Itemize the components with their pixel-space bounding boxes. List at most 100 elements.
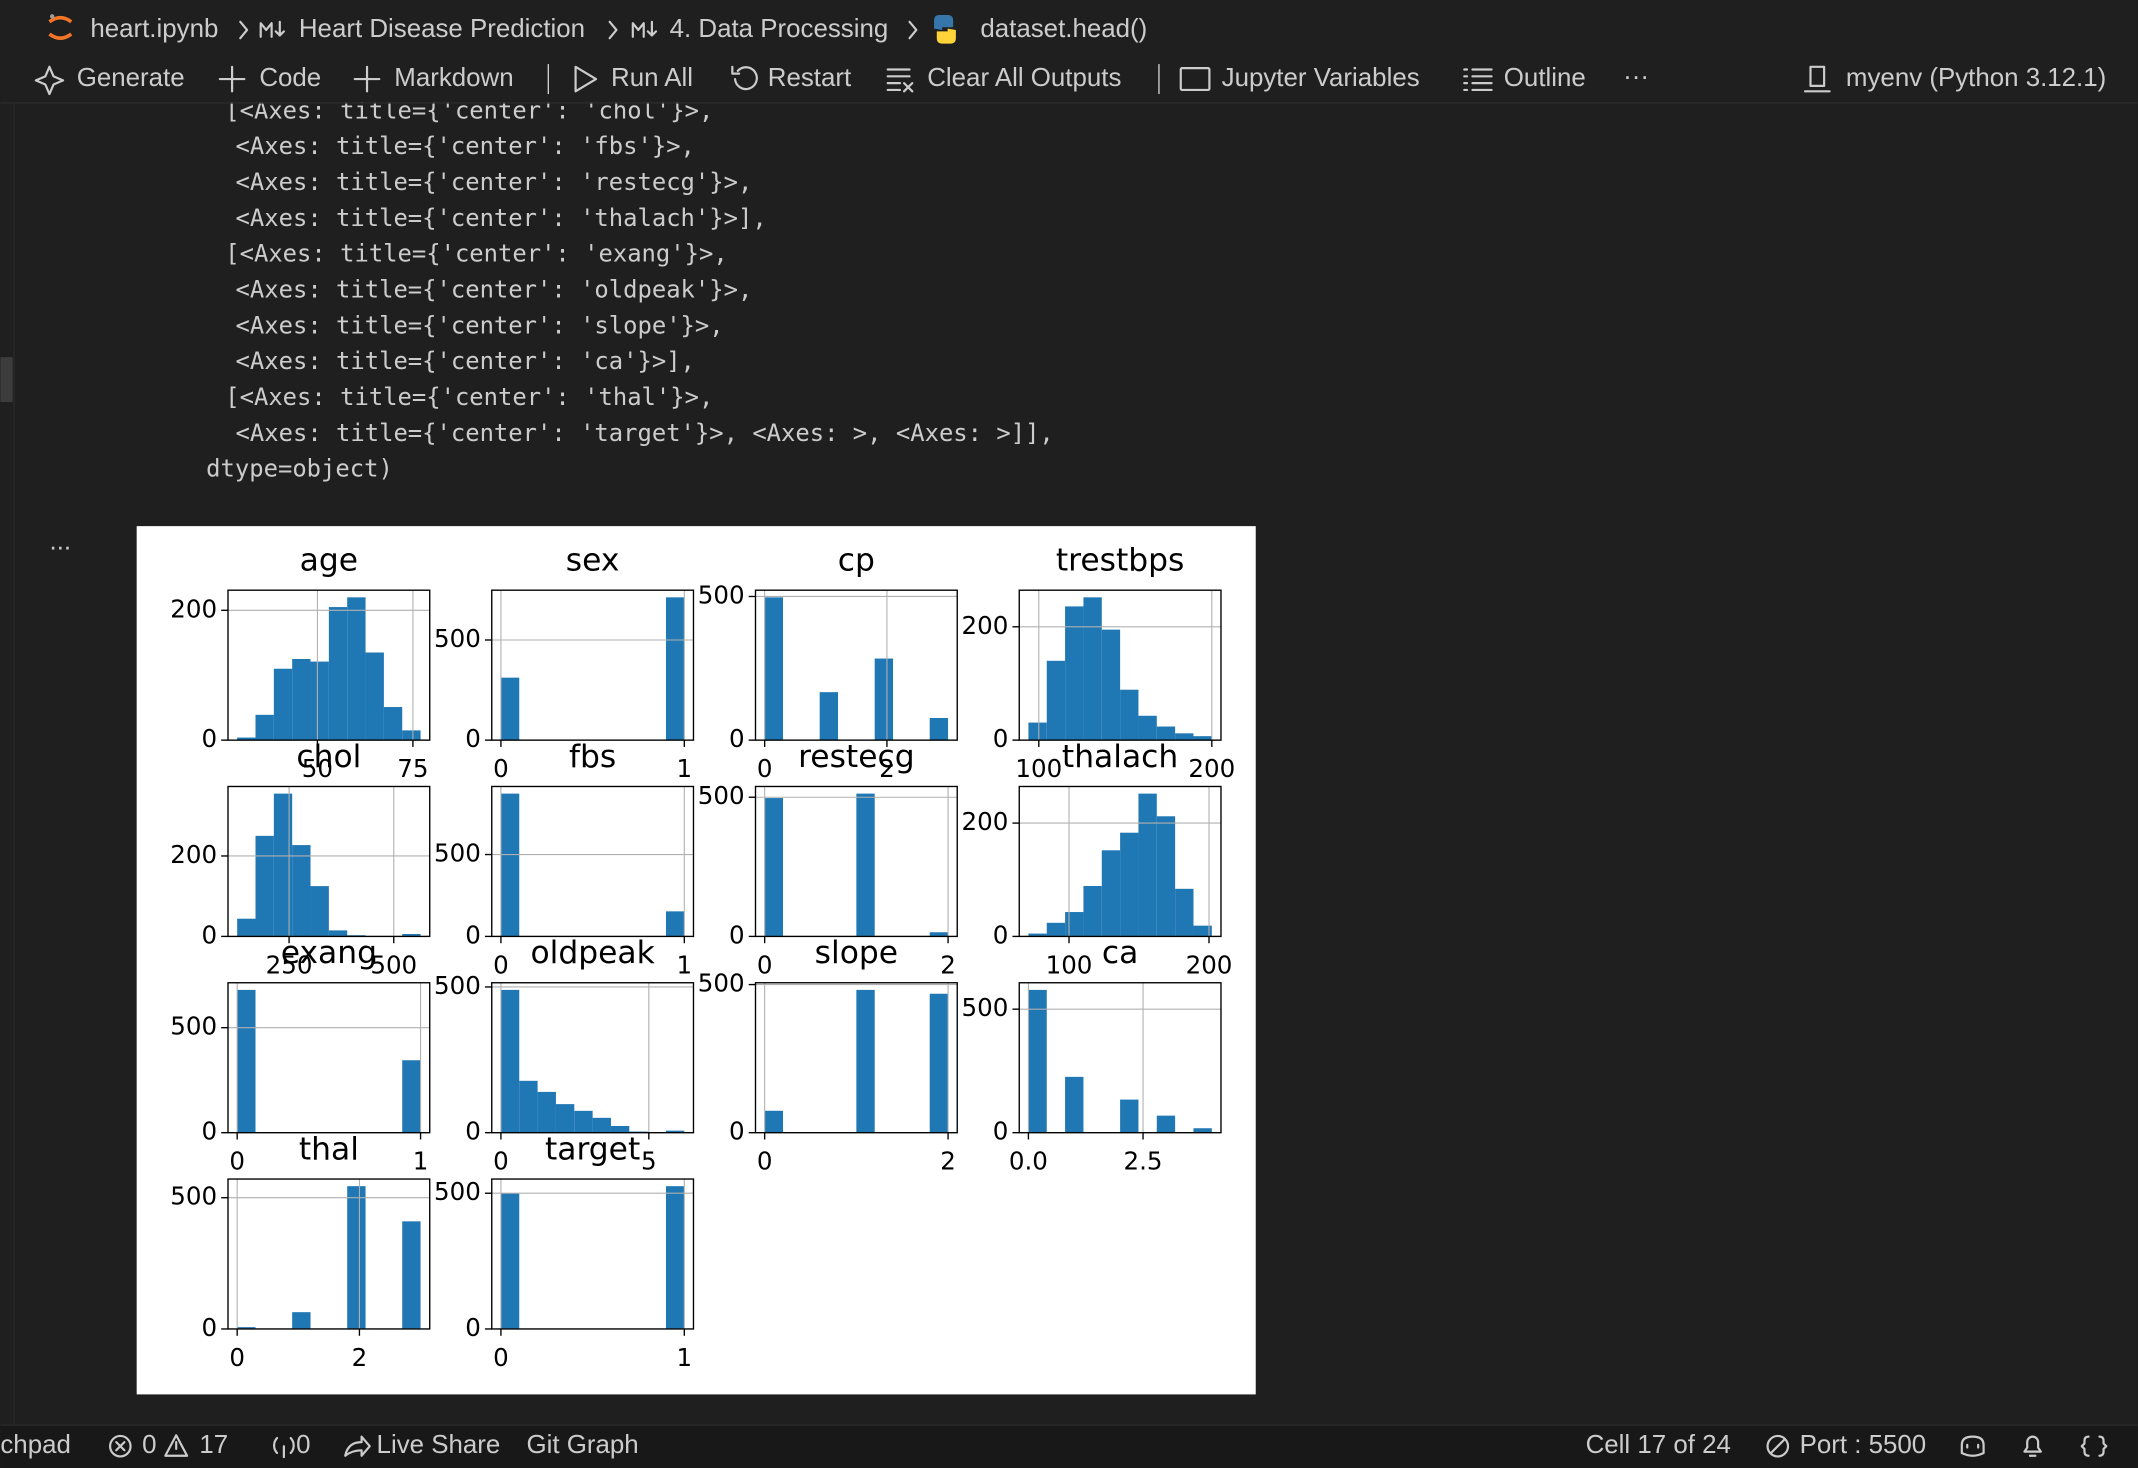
notifications-icon[interactable] bbox=[2023, 1435, 2042, 1457]
histogram-bar bbox=[764, 798, 784, 937]
port-icon-slash bbox=[1769, 1438, 1786, 1455]
y-tick-label: 0 bbox=[201, 920, 217, 949]
histogram-bar bbox=[402, 1221, 421, 1329]
axes-frame bbox=[491, 982, 695, 1134]
status-port[interactable]: Port : 5500 bbox=[1800, 1431, 1927, 1459]
status-errors[interactable]: 0 bbox=[142, 1431, 156, 1459]
braces-icon[interactable] bbox=[2080, 1435, 2108, 1457]
python-icon bbox=[934, 14, 956, 44]
histogram-bar bbox=[1046, 660, 1066, 741]
status-warnings[interactable]: 17 bbox=[199, 1431, 228, 1459]
histogram-bar bbox=[1083, 885, 1102, 937]
y-tick-label: 500 bbox=[434, 624, 481, 653]
y-tick-label: 200 bbox=[170, 594, 217, 623]
histogram-bar bbox=[347, 597, 366, 741]
toolbar-generate[interactable]: Generate bbox=[77, 64, 185, 92]
x-tick-label: 2 bbox=[879, 754, 895, 783]
breadcrumb-subsection[interactable]: 4. Data Processing bbox=[670, 15, 889, 43]
toolbar-markdown[interactable]: Markdown bbox=[394, 64, 513, 92]
x-tick-label: 0 bbox=[229, 1147, 245, 1176]
output-more[interactable]: ... bbox=[50, 527, 72, 555]
status-git-graph[interactable]: Git Graph bbox=[527, 1431, 639, 1459]
histogram-bar bbox=[1028, 989, 1047, 1133]
histogram-bar bbox=[237, 1327, 256, 1329]
axes-frame bbox=[754, 589, 958, 741]
x-tick-label: 0 bbox=[757, 1147, 773, 1176]
panel-title: exang bbox=[281, 935, 377, 971]
x-tick-label: 0 bbox=[757, 754, 773, 783]
histogram-bar bbox=[764, 597, 784, 741]
histogram-panel: 0 2 0 500 slope bbox=[698, 935, 958, 1176]
copilot-icon[interactable] bbox=[1960, 1435, 1985, 1457]
status-ports[interactable]: 0 bbox=[296, 1431, 310, 1459]
x-tick-label: 2 bbox=[940, 950, 956, 979]
y-tick-label: 0 bbox=[465, 1117, 481, 1146]
y-tick-label: 500 bbox=[434, 839, 481, 868]
histogram-panel: 250 500 0 200 chol bbox=[170, 739, 431, 979]
histogram-bar bbox=[383, 707, 403, 741]
axes-frame bbox=[754, 982, 958, 1134]
histogram-bar bbox=[328, 607, 348, 741]
panel-title: oldpeak bbox=[530, 935, 655, 971]
histogram-bar bbox=[856, 989, 875, 1133]
y-tick-label: 0 bbox=[465, 920, 481, 949]
markdown-icon bbox=[631, 20, 658, 38]
toolbar-clear-outputs[interactable]: Clear All Outputs bbox=[927, 64, 1121, 92]
histogram-bar bbox=[1101, 629, 1121, 741]
toolbar-code[interactable]: Code bbox=[259, 64, 321, 92]
histogram-bar bbox=[237, 737, 256, 741]
header: heart.ipynb Heart Disease Prediction 4. … bbox=[0, 0, 2138, 104]
panel-title: thalach bbox=[1062, 739, 1178, 775]
histogram-bar bbox=[402, 730, 421, 741]
warning-icon bbox=[164, 1434, 189, 1457]
outline-icon bbox=[1463, 68, 1493, 92]
histogram-bar bbox=[856, 793, 875, 937]
toolbar-variables[interactable]: Jupyter Variables bbox=[1222, 64, 1420, 92]
breadcrumb-section[interactable]: Heart Disease Prediction bbox=[299, 15, 585, 43]
status-cell[interactable]: Cell 17 of 24 bbox=[1586, 1431, 1731, 1459]
toolbar-more[interactable]: ··· bbox=[1623, 63, 1649, 91]
histogram-bar bbox=[1120, 689, 1139, 741]
histogram-bar bbox=[592, 1117, 611, 1133]
breadcrumb-cell[interactable]: dataset.head() bbox=[980, 15, 1147, 43]
histogram-bar bbox=[519, 1080, 538, 1133]
x-tick-label: 2.5 bbox=[1124, 1147, 1163, 1176]
histogram-bar bbox=[310, 661, 329, 741]
x-tick-label: 250 bbox=[266, 950, 313, 979]
y-tick-label: 500 bbox=[434, 1177, 481, 1206]
histogram-bar bbox=[1193, 925, 1212, 937]
toolbar-restart[interactable]: Restart bbox=[768, 64, 851, 92]
histogram-bar bbox=[1138, 793, 1157, 937]
run-all-icon bbox=[574, 65, 598, 93]
histogram-bar bbox=[665, 1186, 685, 1329]
histogram-bar bbox=[1156, 816, 1176, 937]
x-tick-label: 500 bbox=[370, 950, 417, 979]
histogram-bar bbox=[500, 989, 520, 1133]
toolbar-run-all[interactable]: Run All bbox=[611, 64, 693, 92]
histogram-bar bbox=[292, 845, 311, 937]
y-tick-label: 0 bbox=[729, 920, 745, 949]
histogram-panel: 0 5 0 500 oldpeak bbox=[434, 935, 695, 1176]
kernel-picker[interactable]: myenv (Python 3.12.1) bbox=[1846, 64, 2106, 92]
kernel-icon bbox=[1803, 65, 1831, 93]
y-tick-label: 0 bbox=[993, 724, 1009, 753]
breadcrumb-file[interactable]: heart.ipynb bbox=[90, 15, 218, 43]
status-live-share[interactable]: Live Share bbox=[377, 1431, 501, 1459]
histogram-bar bbox=[1083, 597, 1102, 741]
status-launchpad[interactable]: chpad bbox=[0, 1431, 71, 1459]
y-tick-label: 500 bbox=[170, 1012, 217, 1041]
x-tick-label: 0 bbox=[493, 754, 509, 783]
toolbar-outline[interactable]: Outline bbox=[1504, 64, 1586, 92]
x-tick-label: 2 bbox=[352, 1343, 368, 1372]
panel-title: ca bbox=[1102, 935, 1138, 971]
generate-icon bbox=[34, 65, 65, 96]
markdown-icon bbox=[259, 20, 285, 38]
histogram-bar bbox=[819, 692, 839, 741]
x-tick-label: 1 bbox=[677, 950, 693, 979]
y-tick-label: 0 bbox=[201, 724, 217, 753]
axes-frame bbox=[491, 1178, 695, 1330]
axes-frame bbox=[227, 1178, 431, 1330]
